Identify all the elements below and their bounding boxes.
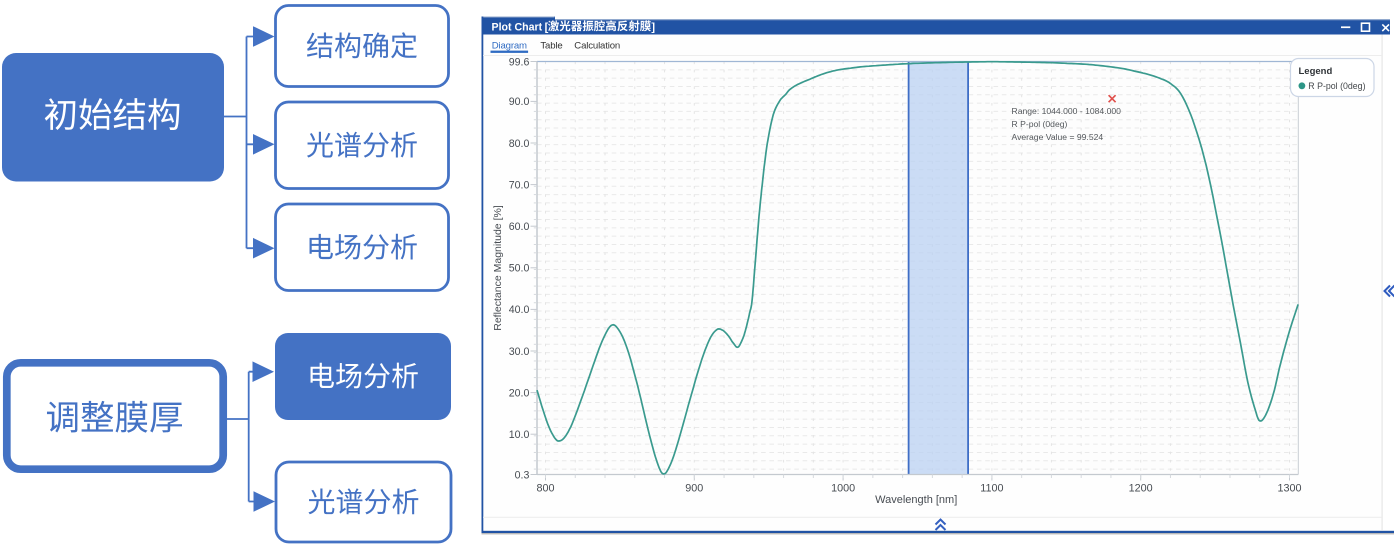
svg-text:[: [ xyxy=(545,22,549,34)
svg-text:60.0: 60.0 xyxy=(509,221,530,233)
svg-text:99.6: 99.6 xyxy=(509,56,530,68)
svg-text:50.0: 50.0 xyxy=(509,263,530,275)
svg-text:Reflectance Magnitude [%]: Reflectance Magnitude [%] xyxy=(492,205,504,331)
svg-text:1300: 1300 xyxy=(1277,483,1301,495)
svg-text:40.0: 40.0 xyxy=(509,304,530,316)
svg-text:900: 900 xyxy=(685,483,703,495)
svg-text:90.0: 90.0 xyxy=(509,96,530,108)
svg-text:Plot Chart: Plot Chart xyxy=(492,21,543,33)
svg-text:0.3: 0.3 xyxy=(515,469,530,481)
svg-text:70.0: 70.0 xyxy=(509,179,530,191)
svg-text:10.0: 10.0 xyxy=(509,429,530,441)
svg-text:Diagram: Diagram xyxy=(492,40,527,51)
svg-text:80.0: 80.0 xyxy=(509,138,530,150)
svg-text:1100: 1100 xyxy=(980,483,1003,495)
svg-text:Range: 1044.000 - 1084.000: Range: 1044.000 - 1084.000 xyxy=(1012,106,1122,116)
svg-text:30.0: 30.0 xyxy=(509,346,530,358)
svg-text:1200: 1200 xyxy=(1129,483,1153,495)
svg-text:Calculation: Calculation xyxy=(574,40,620,51)
svg-text:]: ] xyxy=(651,22,655,34)
svg-text:R P-pol (0deg): R P-pol (0deg) xyxy=(1012,119,1068,129)
svg-text:Table: Table xyxy=(540,40,562,51)
svg-text:R P-pol (0deg): R P-pol (0deg) xyxy=(1308,81,1365,91)
svg-text:Wavelength [nm]: Wavelength [nm] xyxy=(875,494,957,506)
svg-text:20.0: 20.0 xyxy=(509,387,530,399)
svg-text:Legend: Legend xyxy=(1299,66,1333,77)
svg-text:800: 800 xyxy=(536,483,554,495)
svg-text:Average Value = 99.524: Average Value = 99.524 xyxy=(1012,132,1104,142)
svg-text:1000: 1000 xyxy=(831,483,855,495)
